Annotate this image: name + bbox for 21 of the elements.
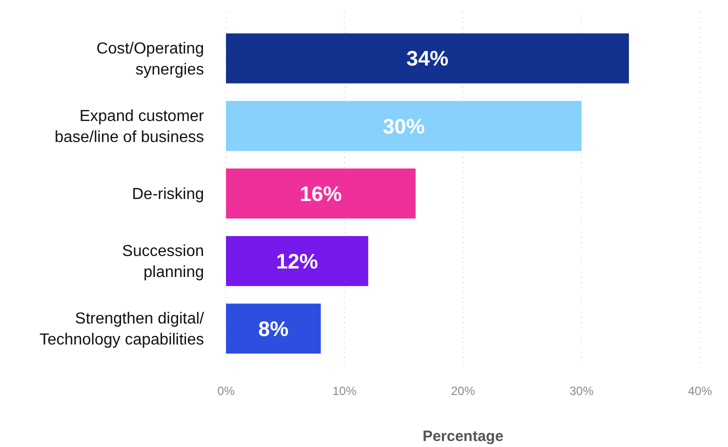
bar bbox=[226, 304, 321, 354]
x-axis-title: Percentage bbox=[422, 428, 504, 445]
data-label: 12% bbox=[276, 250, 318, 274]
data-label: 34% bbox=[406, 48, 449, 71]
y-tick-label: Strengthen digital/ Technology capabilities bbox=[39, 310, 205, 349]
y-tick-label: Cost/Operating synergies bbox=[96, 40, 204, 78]
bar bbox=[226, 100, 582, 151]
data-label: 16% bbox=[300, 182, 342, 206]
data-label: 30% bbox=[382, 115, 426, 138]
x-tick-label: 30% bbox=[569, 384, 594, 398]
bar bbox=[226, 236, 368, 286]
x-tick-label: 0% bbox=[217, 384, 235, 398]
bar bbox=[226, 168, 416, 218]
y-tick-label: De-risking bbox=[132, 186, 204, 204]
y-tick-label: Succession planning bbox=[122, 243, 204, 282]
x-tick-label: 20% bbox=[450, 384, 476, 398]
x-tick-label: 10% bbox=[332, 384, 357, 398]
bar bbox=[226, 33, 629, 84]
y-tick-label: Expand customer base/line of business bbox=[54, 108, 205, 146]
x-tick-label: 40% bbox=[688, 384, 712, 398]
data-label: 8% bbox=[258, 318, 289, 341]
